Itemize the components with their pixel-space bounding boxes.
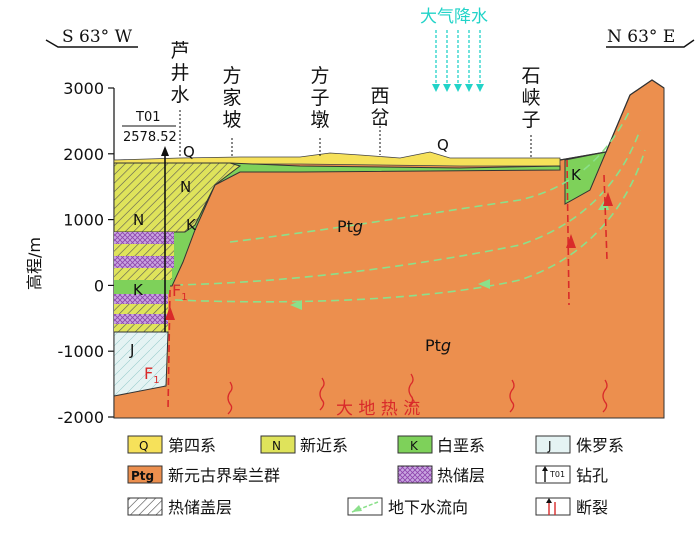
- legend-label-cap: 热储盖层: [168, 498, 232, 517]
- legend-label-borehole: 钻孔: [576, 466, 608, 485]
- k-label-right: K: [571, 166, 582, 184]
- place-leaders: [179, 110, 532, 158]
- svg-text:Q: Q: [139, 439, 148, 453]
- precipitation-label: 大气降水: [420, 7, 488, 27]
- legend-label-j: 侏罗系: [576, 436, 624, 455]
- place-label-fangjiapo: 坡: [222, 109, 241, 131]
- groundwater-flow: [174, 109, 646, 303]
- place-label-luzhuishui: 芦: [170, 40, 189, 62]
- j-layer: [113, 331, 169, 397]
- svg-text:T01: T01: [549, 470, 565, 479]
- legend-label-q: 第四系: [168, 436, 216, 455]
- place-label-fangzidun: 墩: [310, 109, 329, 131]
- place-label-fangzidun: 方: [310, 65, 329, 87]
- ptg-label-2: Ptg: [425, 336, 451, 355]
- fault-label-lower: F1: [144, 364, 160, 386]
- place-label-luzhuishui: 水: [170, 84, 189, 106]
- place-label-fangjiapo: 家: [222, 87, 241, 109]
- direction-right: N 63° E: [606, 27, 695, 48]
- y-tick-label: 2000: [63, 145, 104, 164]
- svg-text:2578.52: 2578.52: [123, 130, 177, 145]
- svg-text:Ptg: Ptg: [131, 469, 154, 483]
- svg-text:S 63° W: S 63° W: [62, 27, 133, 47]
- legend-label-n: 新近系: [300, 436, 348, 455]
- borehole-t01: T01 2578.52: [122, 110, 177, 332]
- legend: Q 第四系 N 新近系 K 白垩系 J 侏罗系 Ptg 新元古界皋兰群 热储层 …: [127, 435, 624, 517]
- place-label-fangzidun: 子: [310, 87, 329, 109]
- faults: [167, 159, 608, 411]
- legend-label-ptg: 新元古界皋兰群: [168, 466, 280, 485]
- q-label-right: Q: [437, 136, 449, 154]
- svg-text:K: K: [410, 439, 419, 453]
- n-label-2: N: [133, 211, 144, 229]
- precipitation-arrows: [432, 30, 484, 92]
- y-tick-label: 3000: [63, 79, 104, 98]
- reservoir-strips: [114, 232, 174, 332]
- svg-text:J: J: [547, 439, 552, 453]
- legend-label-flow: 地下水流向: [388, 498, 468, 517]
- y-axis: 3000 2000 1000 0 -1000 -2000 高程/m: [25, 79, 115, 427]
- svg-text:N: N: [272, 439, 281, 453]
- legend-label-fault: 断裂: [576, 498, 608, 517]
- ptg-basement: [113, 79, 665, 419]
- y-axis-label: 高程/m: [25, 237, 44, 290]
- legend-label-reservoir: 热储层: [437, 466, 485, 485]
- heat-flow-label: 大 地 热 流: [336, 399, 420, 419]
- j-label: J: [129, 341, 134, 359]
- place-label-shixiazi: 峡: [521, 87, 540, 109]
- legend-label-k: 白垩系: [437, 436, 485, 455]
- y-tick-label: 0: [94, 276, 104, 295]
- direction-left: S 63° W: [45, 27, 138, 48]
- section-body: [113, 79, 665, 419]
- n-label-1: N: [180, 178, 191, 196]
- fault-label-upper: F1: [172, 281, 188, 303]
- ptg-label-1: Ptg: [337, 217, 363, 236]
- k-label-1: K: [186, 216, 197, 234]
- y-tick-label: -1000: [58, 342, 105, 361]
- svg-text:T01: T01: [135, 110, 160, 125]
- q-label-left: Q: [183, 143, 195, 161]
- k-label-2: K: [133, 281, 144, 299]
- fault-arrows: [165, 192, 613, 320]
- svg-text:N 63° E: N 63° E: [607, 27, 675, 47]
- y-tick-label: 1000: [63, 211, 104, 230]
- place-label-xicha: 西: [370, 85, 389, 107]
- place-label-shixiazi: 子: [521, 109, 540, 131]
- y-tick-label: -2000: [58, 408, 105, 427]
- place-label-shixiazi: 石: [521, 65, 540, 87]
- place-label-luzhuishui: 井: [170, 62, 189, 84]
- place-label-fangjiapo: 方: [222, 65, 241, 87]
- heat-flow-squiggles: [227, 373, 608, 415]
